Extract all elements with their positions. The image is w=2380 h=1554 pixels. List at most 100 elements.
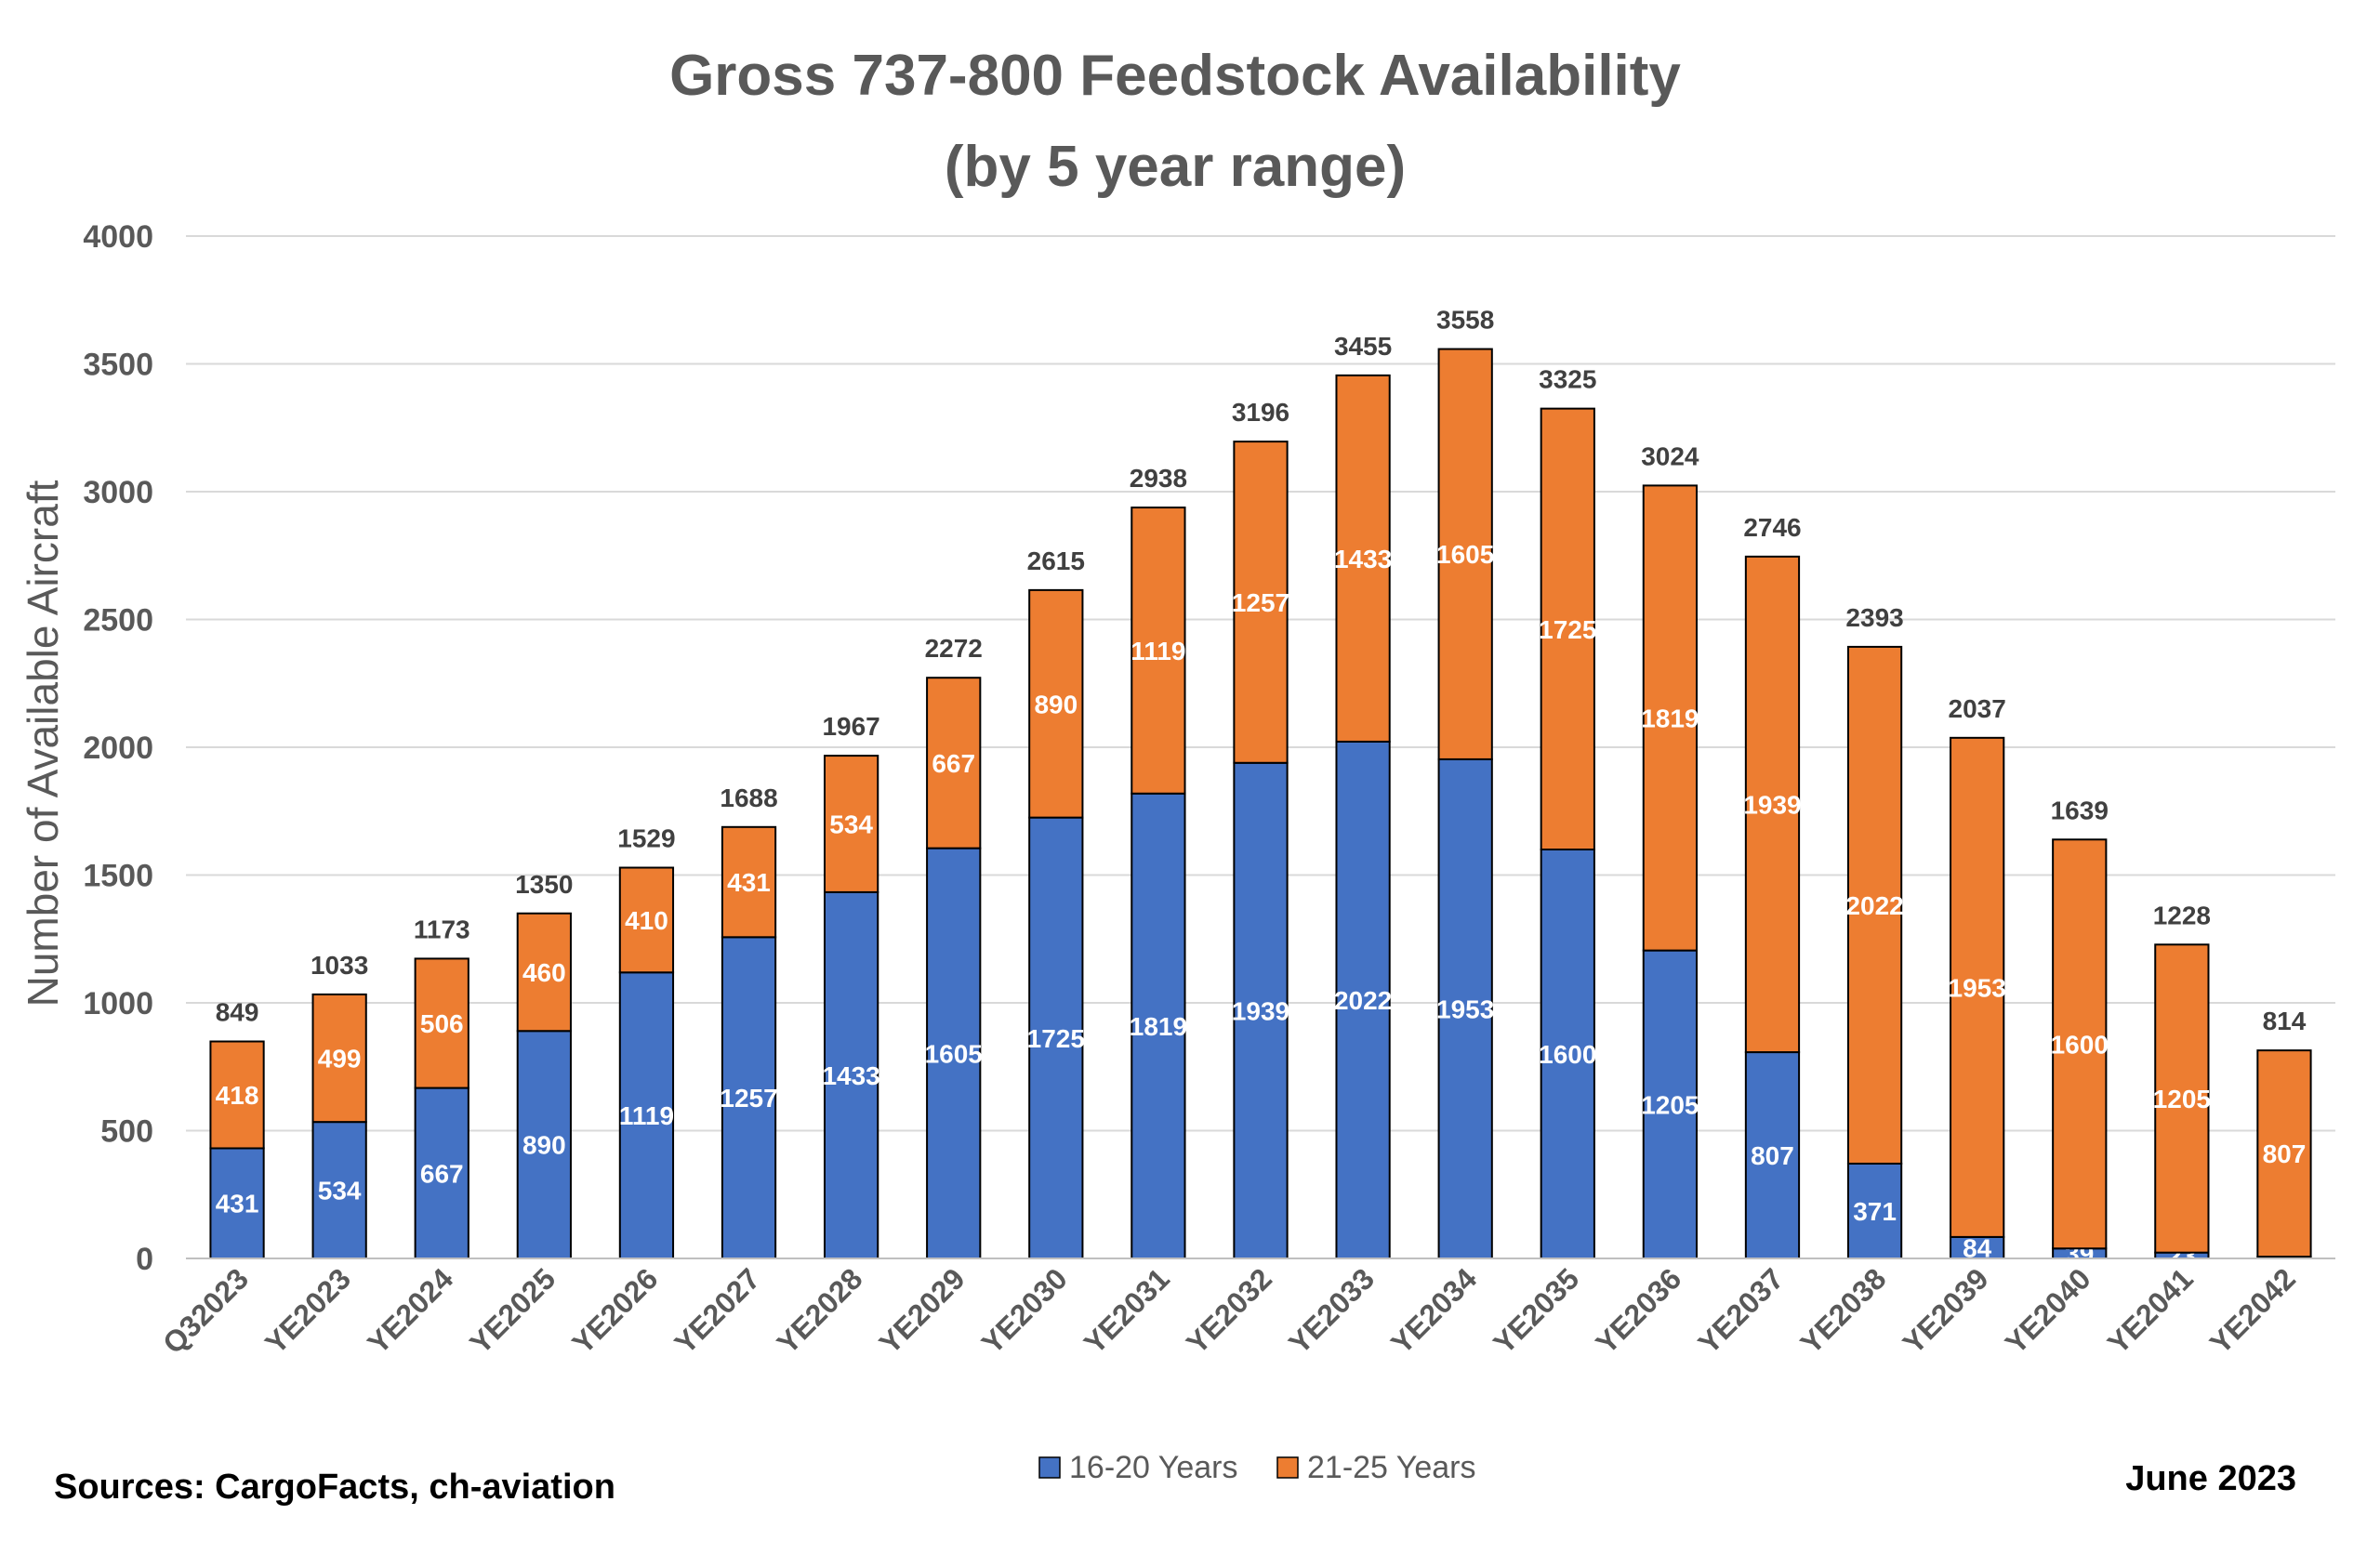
bar-segment-21-25 xyxy=(311,993,367,1124)
data-label: 1119 xyxy=(1130,637,1185,665)
total-label: 3024 xyxy=(1641,441,1699,470)
bar-segment-21-25 xyxy=(1950,736,2005,1238)
bar-segment-21-25 xyxy=(618,866,675,974)
bar-segment-21-25 xyxy=(516,912,572,1033)
total-label: 1529 xyxy=(617,824,675,853)
y-tick-label: 3000 xyxy=(83,475,153,510)
bar-segment-21-25 xyxy=(823,755,879,893)
chart-subtitle: (by 5 year range) xyxy=(945,135,1406,199)
data-label: 1939 xyxy=(1743,790,1801,819)
data-label: 1205 xyxy=(1641,1090,1699,1119)
data-label: 534 xyxy=(829,810,873,839)
total-label: 2272 xyxy=(925,634,983,663)
data-label: 667 xyxy=(420,1159,464,1188)
total-label: 1228 xyxy=(2153,901,2211,929)
data-label: 1819 xyxy=(1641,705,1699,733)
total-label: 2615 xyxy=(1027,547,1085,575)
total-label: 1350 xyxy=(515,870,573,899)
y-tick-label: 0 xyxy=(136,1242,153,1277)
legend-swatch xyxy=(1038,1456,1061,1479)
bar-segment-21-25 xyxy=(1540,407,1595,850)
data-label: 1600 xyxy=(1539,1040,1596,1069)
total-label: 2037 xyxy=(1949,694,2006,723)
data-label: 1953 xyxy=(1949,973,2006,1002)
total-label: 1967 xyxy=(822,712,879,741)
data-label: 1605 xyxy=(1436,540,1494,569)
legend: 16-20 Years 21-25 Years xyxy=(1038,1450,1476,1485)
total-label: 2746 xyxy=(1743,513,1801,542)
data-label: 1600 xyxy=(2051,1030,2109,1059)
total-label: 3558 xyxy=(1436,306,1494,335)
data-label: 807 xyxy=(1751,1141,1794,1170)
date-note: June 2023 xyxy=(2125,1459,2296,1498)
bar-segment-21-25 xyxy=(2154,943,2210,1254)
source-note: Sources: CargoFacts, ch-aviation xyxy=(54,1468,615,1507)
data-label: 410 xyxy=(625,906,668,935)
y-axis: 0 500 1000 1500 2000 2500 3000 3500 4000 xyxy=(83,219,153,1277)
y-tick-label: 500 xyxy=(100,1114,153,1150)
data-label: 1119 xyxy=(619,1101,674,1130)
y-tick-label: 2000 xyxy=(83,731,153,766)
bar-segment-21-25 xyxy=(1744,555,1801,1054)
bar-segment-16-20 xyxy=(1028,816,1084,1259)
bar-segment-21-25 xyxy=(1642,484,1699,952)
total-label: 3455 xyxy=(1334,332,1392,361)
bar-segment-21-25 xyxy=(1335,374,1391,743)
bar-segment-21-25 xyxy=(1028,588,1084,819)
y-tick-label: 2500 xyxy=(83,603,153,639)
data-label: 1605 xyxy=(925,1039,983,1068)
bar-segment-21-25 xyxy=(1437,348,1493,760)
y-tick-label: 1500 xyxy=(83,859,153,894)
total-label: 849 xyxy=(216,998,259,1027)
y-axis-label: Number of Available Aircraft xyxy=(19,480,67,1007)
bar-segment-21-25 xyxy=(414,957,469,1089)
bar-segment-21-25 xyxy=(926,677,982,849)
bar-segment-16-20 xyxy=(1540,849,1595,1259)
bar-segment-21-25 xyxy=(1130,507,1186,795)
bar-segment-21-25 xyxy=(2052,838,2108,1250)
bar-segment-16-20 xyxy=(1233,761,1289,1259)
legend-swatch xyxy=(1276,1456,1299,1479)
data-label: 1939 xyxy=(1232,996,1289,1025)
data-label: 890 xyxy=(522,1131,566,1160)
bar-segment-21-25 xyxy=(1846,645,1903,1165)
y-tick-label: 4000 xyxy=(83,219,153,255)
data-label: 1725 xyxy=(1539,615,1596,644)
bar-segment-16-20 xyxy=(926,847,982,1259)
data-label: 1725 xyxy=(1027,1024,1085,1053)
total-label: 1173 xyxy=(414,915,470,943)
total-label: 3196 xyxy=(1232,398,1289,427)
data-label: 431 xyxy=(727,868,771,897)
total-label: 1639 xyxy=(2051,796,2109,824)
data-label: 371 xyxy=(1853,1197,1897,1226)
data-label: 667 xyxy=(932,749,975,778)
bars: 431 418 849 534 499 1033 667 506 1173 890 460 1350 1… xyxy=(209,306,2312,1272)
total-label: 2393 xyxy=(1845,603,1903,632)
y-tick-label: 1000 xyxy=(83,986,153,1021)
total-label: 814 xyxy=(2263,1007,2307,1035)
bar-segment-16-20 xyxy=(1130,792,1186,1260)
data-label: 1819 xyxy=(1130,1012,1187,1041)
bar-segment-21-25 xyxy=(209,1040,265,1150)
data-label: 807 xyxy=(2263,1139,2307,1168)
data-label: 460 xyxy=(522,958,566,987)
data-label: 506 xyxy=(420,1009,464,1038)
data-label: 2022 xyxy=(1334,986,1392,1015)
bar-segment-21-25 xyxy=(721,825,777,939)
total-label: 2938 xyxy=(1130,464,1187,493)
bar-segment-21-25 xyxy=(2256,1049,2312,1258)
bar-segment-16-20 xyxy=(1846,1162,1903,1259)
bar-segment-16-20 xyxy=(209,1147,265,1259)
data-label: 499 xyxy=(318,1045,362,1073)
total-label: 3325 xyxy=(1539,365,1596,394)
y-tick-label: 3500 xyxy=(83,348,153,383)
chart-title: Gross 737-800 Feedstock Availability xyxy=(669,44,1681,108)
bar-segment-16-20 xyxy=(618,971,675,1260)
total-label: 1688 xyxy=(720,784,777,812)
bar-segment-21-25 xyxy=(1233,441,1289,764)
legend-label: 21-25 Years xyxy=(1307,1450,1476,1485)
data-label: 418 xyxy=(216,1081,259,1110)
legend-label: 16-20 Years xyxy=(1069,1450,1238,1485)
bar-segment-16-20 xyxy=(311,1121,367,1260)
